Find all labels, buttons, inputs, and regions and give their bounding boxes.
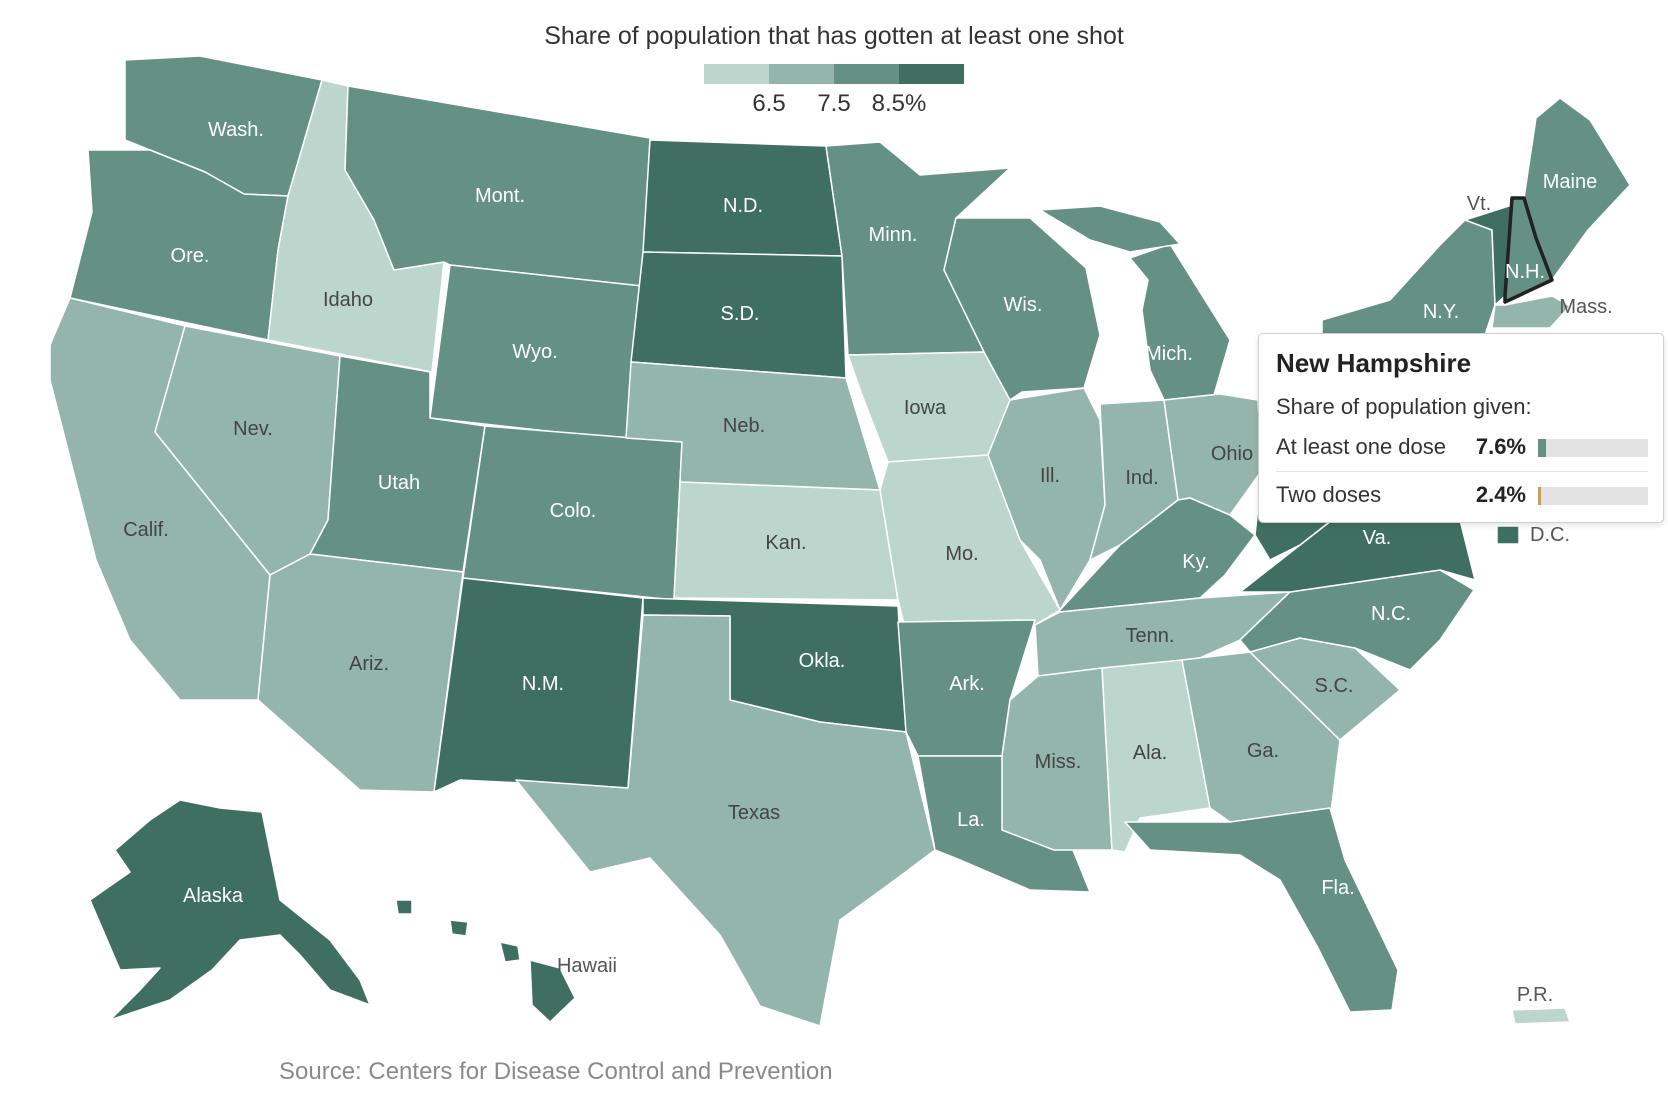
state-hi-maui[interactable]: [499, 941, 521, 963]
legend-swatch-2: [769, 64, 834, 84]
state-tx[interactable]: [515, 614, 936, 1027]
legend-swatch-3: [834, 64, 899, 84]
state-pr[interactable]: [1511, 1007, 1571, 1025]
label-ne: Neb.: [723, 415, 765, 437]
label-in: Ind.: [1125, 467, 1158, 489]
label-mo: Mo.: [945, 543, 978, 565]
tooltip-row-one-dose: At least one dose 7.6%: [1276, 432, 1648, 466]
label-al: Ala.: [1133, 742, 1167, 764]
state-dc[interactable]: [1496, 525, 1520, 545]
tooltip-bar-fill: [1538, 487, 1541, 505]
state-tooltip: New Hampshire Share of population given:…: [1258, 333, 1664, 523]
tooltip-row-label: At least one dose: [1276, 434, 1447, 459]
state-labels: Wash. Ore. Calif. Idaho Nev. Mont. Wyo. …: [123, 119, 1612, 1006]
label-sd: S.D.: [721, 303, 760, 325]
legend-tick-2: 7.5: [817, 90, 851, 117]
label-mn: Minn.: [869, 224, 918, 246]
label-hi: Hawaii: [557, 955, 617, 977]
legend-color-scale: [704, 64, 964, 84]
state-mi-upper[interactable]: [1039, 205, 1181, 253]
label-nm: N.M.: [522, 673, 564, 695]
tooltip-state-name: New Hampshire: [1276, 348, 1472, 378]
label-ny: N.Y.: [1423, 301, 1459, 323]
label-wy: Wyo.: [512, 341, 557, 363]
state-hi-big[interactable]: [529, 959, 576, 1023]
tooltip-row-value: 2.4%: [1475, 482, 1526, 507]
label-mt: Mont.: [475, 185, 525, 207]
label-tn: Tenn.: [1126, 625, 1175, 647]
legend-tick-1: 6.5: [752, 90, 786, 117]
tooltip-divider: [1276, 471, 1648, 472]
label-nc: N.C.: [1371, 603, 1411, 625]
source-note: Source: Centers for Disease Control and …: [279, 1058, 833, 1085]
label-dc: D.C.: [1530, 524, 1570, 546]
label-il: Ill.: [1040, 465, 1060, 487]
tooltip-bar-fill: [1538, 439, 1547, 457]
state-wi[interactable]: [943, 217, 1101, 401]
label-mi: Mich.: [1145, 343, 1193, 365]
state-vt[interactable]: [1464, 204, 1513, 306]
tooltip-row-value: 7.6%: [1475, 434, 1526, 459]
label-fl: Fla.: [1321, 877, 1354, 899]
state-il[interactable]: [987, 387, 1106, 611]
label-me: Maine: [1543, 171, 1597, 193]
label-nh: N.H.: [1505, 261, 1545, 283]
label-sc: S.C.: [1315, 675, 1354, 697]
label-id: Idaho: [323, 289, 373, 311]
tooltip-bar-track: [1538, 487, 1648, 505]
selected-state-outline: [1503, 196, 1554, 304]
legend-swatch-1: [704, 64, 769, 84]
label-ms: Miss.: [1035, 751, 1082, 773]
legend-tick-3: 8.5%: [871, 90, 927, 117]
tooltip-subtitle: Share of population given:: [1276, 394, 1532, 419]
label-ky: Ky.: [1182, 551, 1209, 573]
label-la: La.: [957, 809, 985, 831]
label-ar: Ark.: [949, 673, 985, 695]
state-hi-kauai[interactable]: [395, 899, 413, 915]
label-co: Colo.: [550, 500, 597, 522]
label-vt: Vt.: [1467, 193, 1491, 215]
label-nd: N.D.: [723, 195, 763, 217]
label-ma: Mass.: [1559, 296, 1612, 318]
label-az: Ariz.: [349, 653, 389, 675]
label-ak: Alaska: [183, 885, 244, 907]
label-ga: Ga.: [1247, 740, 1279, 762]
label-ut: Utah: [378, 472, 420, 494]
label-ia: Iowa: [904, 397, 947, 419]
tooltip-bar-track: [1538, 439, 1648, 457]
label-ca: Calif.: [123, 519, 169, 541]
state-ak[interactable]: [89, 799, 371, 1021]
label-tx: Texas: [728, 802, 780, 824]
state-hi-oahu[interactable]: [449, 919, 469, 937]
state-ma[interactable]: [1491, 295, 1571, 329]
legend-title: Share of population that has gotten at l…: [544, 22, 1124, 50]
tooltip-row-two-doses: Two doses 2.4%: [1276, 480, 1648, 514]
label-wa: Wash.: [208, 119, 264, 141]
label-or: Ore.: [171, 245, 210, 267]
state-az[interactable]: [257, 553, 464, 793]
label-wi: Wis.: [1004, 294, 1043, 316]
label-va: Va.: [1363, 527, 1392, 549]
state-mi[interactable]: [1129, 243, 1231, 401]
label-oh: Ohio: [1211, 443, 1253, 465]
label-ks: Kan.: [765, 532, 806, 554]
label-ok: Okla.: [799, 650, 846, 672]
legend-swatch-4: [899, 64, 964, 84]
label-pr: P.R.: [1517, 984, 1553, 1006]
state-fl[interactable]: [1124, 807, 1399, 1013]
label-nv: Nev.: [233, 418, 273, 440]
tooltip-row-label: Two doses: [1276, 482, 1382, 507]
